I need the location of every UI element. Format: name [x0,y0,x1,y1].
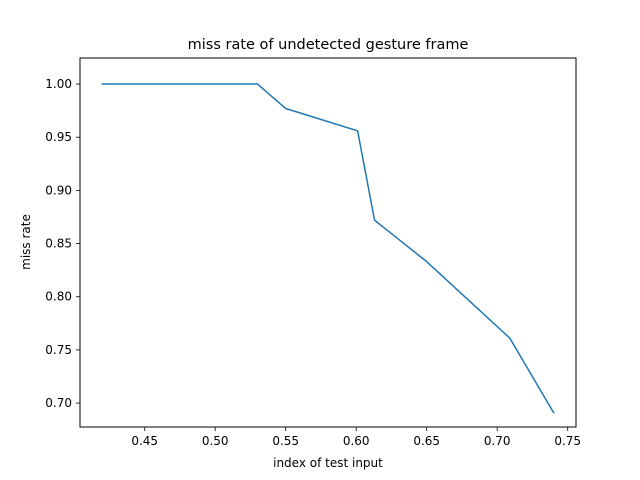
y-axis-ticks: 0.70 0.75 0.80 0.85 0.90 0.95 1.00 [45,77,80,410]
x-tick-label: 0.65 [413,434,440,448]
x-axis-label: index of test input [273,456,383,470]
y-axis-label: miss rate [19,214,33,270]
x-tick-label: 0.75 [554,434,581,448]
x-tick-label: 0.70 [484,434,511,448]
x-tick-label: 0.50 [202,434,229,448]
data-point [130,83,132,85]
series-layer [101,83,555,414]
data-point [553,412,555,414]
data-point [426,261,428,263]
data-point [285,108,287,110]
plot-area-frame [79,57,577,428]
data-point [257,83,259,85]
series-line [101,83,555,414]
y-tick-label: 0.90 [45,183,72,197]
data-point [101,83,103,85]
y-tick-label: 0.70 [45,396,72,410]
x-tick-label: 0.45 [131,434,158,448]
y-tick-label: 0.75 [45,343,72,357]
chart-title: miss rate of undetected gesture frame [188,37,469,53]
y-tick-label: 1.00 [45,77,72,91]
y-tick-label: 0.80 [45,290,72,304]
x-axis-ticks: 0.45 0.50 0.55 0.60 0.65 0.70 0.75 [131,427,581,448]
data-point [374,219,376,221]
data-point [357,130,359,132]
data-point [509,337,511,339]
y-tick-label: 0.85 [45,237,72,251]
x-tick-label: 0.60 [343,434,370,448]
y-tick-label: 0.95 [45,130,72,144]
x-tick-label: 0.55 [272,434,299,448]
